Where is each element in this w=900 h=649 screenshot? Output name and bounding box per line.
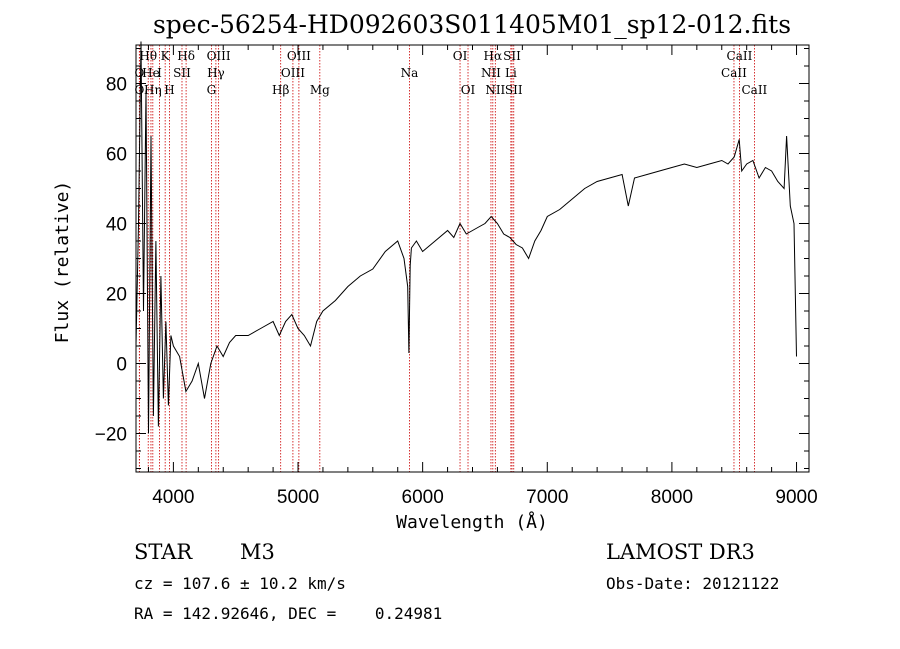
y-axis-ticks: −20 0 20 40 60 80 <box>95 48 809 469</box>
y-tick-label: 20 <box>106 285 127 306</box>
spectral-line-label: Li <box>505 66 517 80</box>
spectral-line-label: OIII <box>287 49 311 63</box>
spectral-line-label: NII <box>485 83 505 97</box>
object-class: STAR <box>134 540 193 564</box>
spectral-line-label: Hα <box>484 49 503 63</box>
survey-name: LAMOST DR3 <box>606 540 755 564</box>
spectral-line-label: Na <box>401 66 419 80</box>
spectral-line-label: SII <box>503 49 521 63</box>
y-tick-label: 80 <box>106 75 127 96</box>
plot-frame <box>135 44 810 473</box>
spectral-line-labels: OO Hθ He Hη KI SII H Hδ OIII Hγ G Hβ OIII OIII Mg Na OI O… <box>134 49 767 97</box>
spectral-line-label: OI <box>461 83 476 97</box>
spectral-line-label: CaII <box>721 66 747 80</box>
spectral-line-label: OIII <box>207 49 231 63</box>
chart-title: spec-56254-HD092603S011405M01_sp12-012.f… <box>153 10 791 39</box>
spectral-line-label: Mg <box>310 83 330 97</box>
spectral-line-label: Hβ <box>272 83 289 97</box>
spectrum-line <box>135 41 797 434</box>
y-tick-label: 40 <box>106 215 127 236</box>
coordinates-readout: RA = 142.92646, DEC = 0.24981 <box>134 604 442 623</box>
x-axis-title: Wavelength (Å) <box>396 511 548 533</box>
redshift-readout: cz = 107.6 ± 10.2 km/s <box>134 574 346 593</box>
spectral-line-label: O <box>134 83 144 97</box>
x-tick-label: 5000 <box>277 487 319 508</box>
x-tick-label: 7000 <box>526 487 568 508</box>
spectral-line-label: Hη <box>144 83 162 97</box>
spectral-line-markers <box>138 45 755 472</box>
spectral-line-label: He <box>142 66 160 80</box>
spectral-line-label: CaII <box>727 49 753 63</box>
spectral-line-label: Hθ <box>139 49 157 63</box>
y-tick-label: 60 <box>106 145 127 166</box>
object-subclass: M3 <box>240 540 275 564</box>
y-tick-label: 0 <box>116 355 127 376</box>
x-tick-label: 8000 <box>651 487 693 508</box>
x-tick-label: 6000 <box>402 487 444 508</box>
spectral-line-label: SII <box>505 83 523 97</box>
spectral-line-label: H <box>164 83 174 97</box>
spectral-line-label: Hγ <box>207 66 225 80</box>
observation-date: Obs-Date: 20121122 <box>606 574 779 593</box>
x-axis-ticks: 4000 5000 6000 7000 8000 9000 <box>147 45 818 508</box>
spectral-line-label: SII <box>173 66 191 80</box>
spectral-line-label: O <box>134 66 144 80</box>
spectral-line-label: I <box>157 66 162 80</box>
spectral-line-label: CaII <box>741 83 767 97</box>
spectral-line-label: OI <box>453 49 468 63</box>
x-tick-label: 4000 <box>152 487 194 508</box>
y-tick-label: −20 <box>95 425 127 446</box>
spectral-line-label: Hδ <box>177 49 195 63</box>
spectral-line-label: NII <box>481 66 501 80</box>
spectral-line-label: K <box>161 49 171 63</box>
x-tick-label: 9000 <box>775 487 817 508</box>
spectral-line-label: OIII <box>281 66 305 80</box>
spectral-line-label: G <box>207 83 217 97</box>
y-axis-title: Flux (relative) <box>52 181 73 344</box>
